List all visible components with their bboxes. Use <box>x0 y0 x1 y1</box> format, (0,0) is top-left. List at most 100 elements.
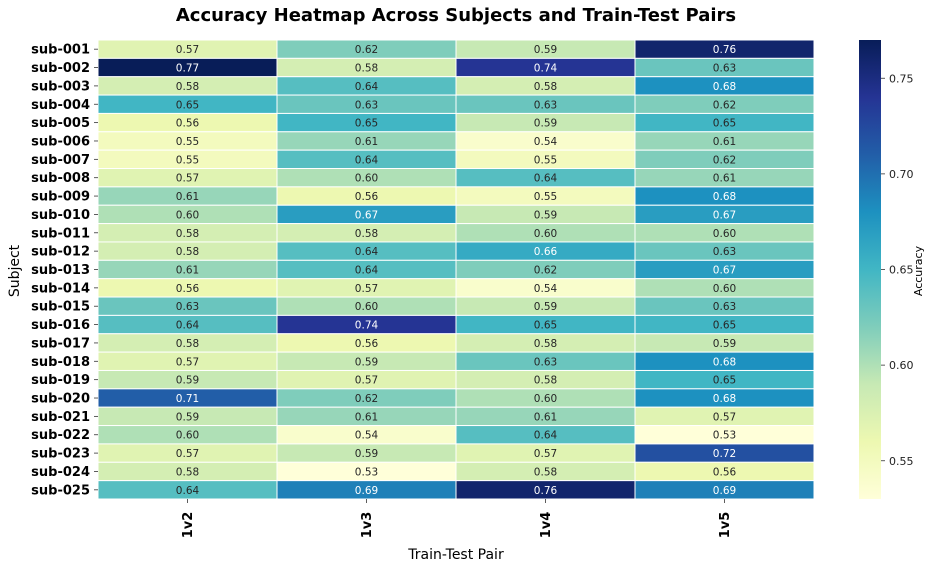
cell-value-label: 0.56 <box>713 466 737 478</box>
cell-value-label: 0.62 <box>713 99 736 111</box>
cell-value-label: 0.64 <box>355 265 379 277</box>
cell-value-label: 0.59 <box>176 375 199 387</box>
y-tick-label: sub-017 <box>31 336 90 351</box>
cell-value-label: 0.61 <box>355 136 378 148</box>
x-tick-labels: 1v2 1v3 1v4 1v5 <box>181 499 733 538</box>
cell-value-label: 0.58 <box>534 375 557 387</box>
cell-value-label: 0.65 <box>534 320 557 332</box>
y-tick-label: sub-011 <box>31 226 90 241</box>
cell-value-label: 0.58 <box>534 466 557 478</box>
cell-value-label: 0.60 <box>534 393 557 405</box>
cell-value-label: 0.65 <box>713 118 736 130</box>
cell-value-label: 0.59 <box>534 209 557 221</box>
cell-value-label: 0.63 <box>713 63 736 75</box>
cell-value-label: 0.63 <box>713 246 736 258</box>
cell-value-label: 0.57 <box>355 375 378 387</box>
cell-value-label: 0.55 <box>176 136 199 148</box>
cell-value-label: 0.56 <box>176 283 200 295</box>
cell-value-label: 0.57 <box>713 411 736 423</box>
x-tick-label: 1v2 <box>181 512 196 539</box>
cell-value-label: 0.68 <box>713 393 736 405</box>
y-tick-label: sub-001 <box>31 43 90 58</box>
cell-value-label: 0.64 <box>355 154 379 166</box>
cell-value-label: 0.57 <box>176 173 199 185</box>
cell-value-label: 0.54 <box>534 136 558 148</box>
y-tick-label: sub-005 <box>31 116 90 131</box>
y-tick-label: sub-009 <box>31 190 90 205</box>
colorbar-ticks: 0.55 0.60 0.65 0.70 0.75 <box>881 72 914 468</box>
y-tick-label: sub-023 <box>31 447 90 462</box>
y-tick-label: sub-018 <box>31 355 90 370</box>
cell-value-label: 0.63 <box>355 99 378 111</box>
cell-value-label: 0.60 <box>355 301 378 313</box>
y-tick-label: sub-013 <box>31 263 90 278</box>
cell-value-label: 0.60 <box>355 173 378 185</box>
cell-value-label: 0.61 <box>534 411 557 423</box>
x-tick-label: 1v5 <box>718 512 733 539</box>
cell-value-label: 0.58 <box>176 81 199 93</box>
cell-value-label: 0.76 <box>534 485 558 497</box>
cell-value-label: 0.57 <box>176 356 199 368</box>
cell-value-label: 0.57 <box>176 44 199 56</box>
y-tick-label: sub-015 <box>31 300 90 315</box>
colorbar: 0.55 0.60 0.65 0.70 0.75 Accuracy <box>859 40 925 499</box>
y-tick-label: sub-003 <box>31 79 90 94</box>
y-tick-label: sub-014 <box>31 281 90 296</box>
cell-value-label: 0.64 <box>176 485 200 497</box>
cell-value-label: 0.63 <box>534 356 557 368</box>
cell-value-label: 0.60 <box>713 283 736 295</box>
cell-value-label: 0.65 <box>713 375 736 387</box>
x-tick-label: 1v4 <box>539 512 554 539</box>
cell-value-label: 0.62 <box>713 154 736 166</box>
colorbar-gradient <box>859 40 881 499</box>
y-tick-label: sub-002 <box>31 61 90 76</box>
y-tick-label: sub-006 <box>31 134 90 149</box>
cell-value-label: 0.64 <box>355 246 379 258</box>
cell-value-label: 0.61 <box>713 173 736 185</box>
cell-value-label: 0.61 <box>713 136 736 148</box>
y-tick-labels: sub-001 sub-002 sub-003 sub-004 sub-005 sub-0… <box>31 43 98 498</box>
cell-value-label: 0.74 <box>534 63 558 75</box>
cell-value-label: 0.55 <box>176 154 199 166</box>
cell-value-label: 0.58 <box>176 228 199 240</box>
cell-value-label: 0.63 <box>176 301 199 313</box>
y-tick-label: sub-012 <box>31 245 90 260</box>
cell-value-label: 0.59 <box>355 448 378 460</box>
cell-value-label: 0.67 <box>713 265 736 277</box>
cell-value-label: 0.71 <box>176 393 199 405</box>
cell-value-label: 0.64 <box>176 320 200 332</box>
cell-value-label: 0.72 <box>713 448 736 460</box>
cell-value-label: 0.64 <box>534 173 558 185</box>
cell-value-label: 0.68 <box>713 356 736 368</box>
cell-value-label: 0.74 <box>355 320 379 332</box>
cell-value-label: 0.67 <box>355 209 378 221</box>
cell-value-label: 0.68 <box>713 81 736 93</box>
y-tick-label: sub-024 <box>31 465 90 480</box>
cell-value-label: 0.68 <box>713 191 736 203</box>
cell-value-label: 0.61 <box>355 411 378 423</box>
cell-value-label: 0.62 <box>355 393 378 405</box>
cell-value-label: 0.59 <box>534 118 557 130</box>
cell-value-label: 0.63 <box>713 301 736 313</box>
y-tick-label: sub-019 <box>31 373 90 388</box>
cell-value-label: 0.65 <box>355 118 378 130</box>
cell-value-label: 0.59 <box>176 411 199 423</box>
cell-value-label: 0.56 <box>355 191 379 203</box>
cell-value-label: 0.54 <box>355 430 379 442</box>
y-tick-label: sub-020 <box>31 392 90 407</box>
cell-value-label: 0.62 <box>355 44 378 56</box>
cell-value-label: 0.60 <box>713 228 736 240</box>
cell-value-label: 0.60 <box>176 430 199 442</box>
cell-value-label: 0.59 <box>534 44 557 56</box>
cell-value-label: 0.54 <box>534 283 558 295</box>
y-tick-label: sub-004 <box>31 98 90 113</box>
y-tick-label: sub-007 <box>31 153 90 168</box>
cell-value-label: 0.58 <box>176 338 199 350</box>
cell-value-label: 0.58 <box>355 228 378 240</box>
cell-value-label: 0.60 <box>534 228 557 240</box>
cell-value-label: 0.58 <box>534 81 557 93</box>
cell-value-label: 0.63 <box>534 99 557 111</box>
y-tick-label: sub-022 <box>31 428 90 443</box>
